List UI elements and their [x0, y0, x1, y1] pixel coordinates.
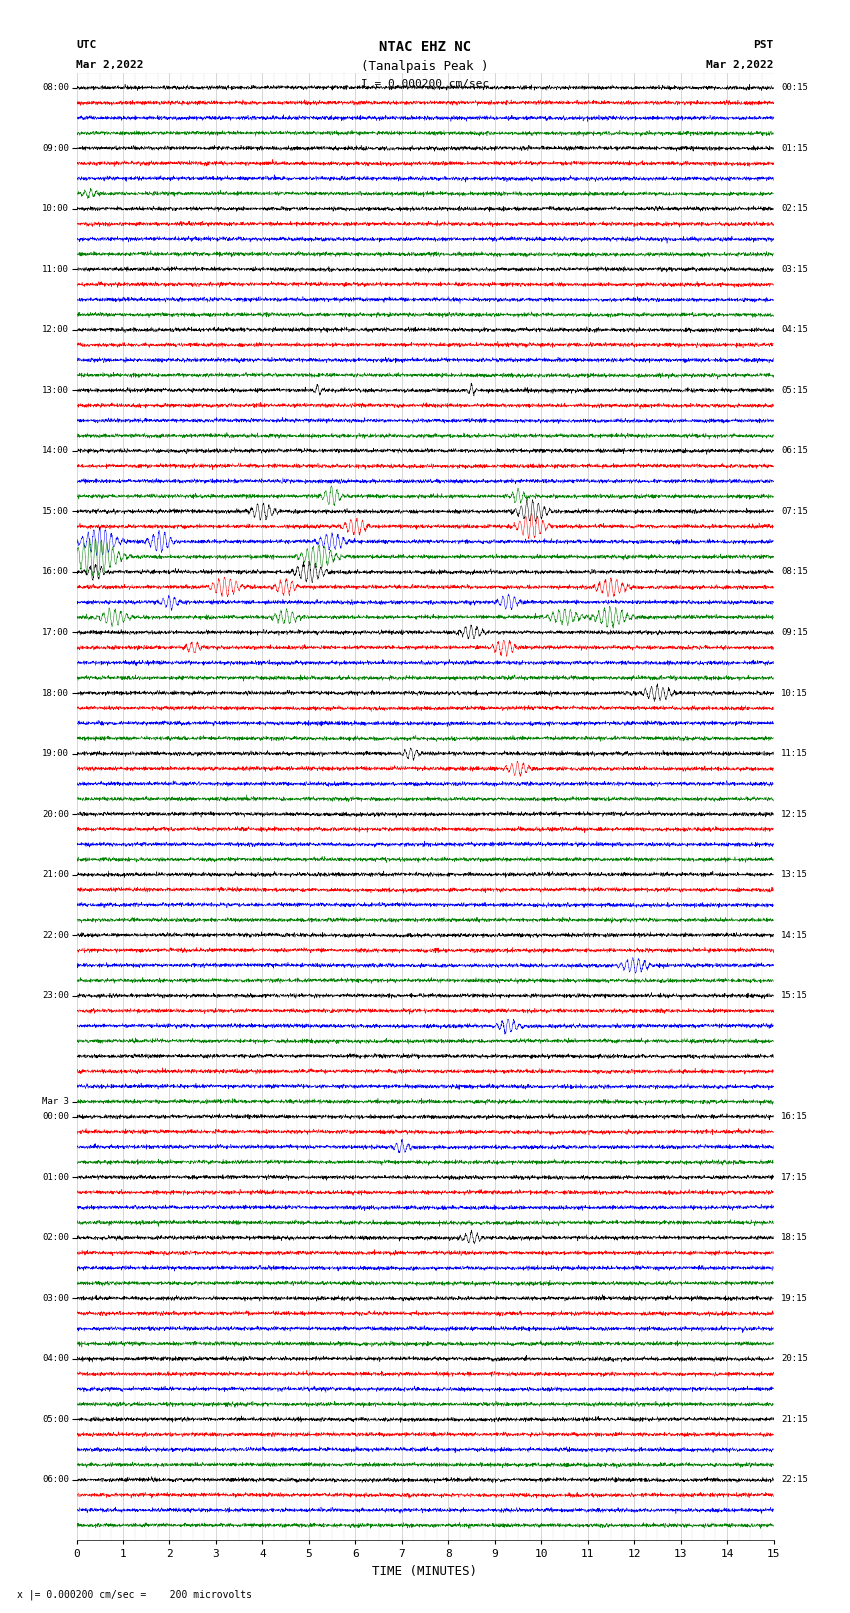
Text: Mar 2,2022: Mar 2,2022 [706, 60, 774, 69]
Text: x |= 0.000200 cm/sec =    200 microvolts: x |= 0.000200 cm/sec = 200 microvolts [17, 1589, 252, 1600]
Text: NTAC EHZ NC: NTAC EHZ NC [379, 40, 471, 55]
Text: PST: PST [753, 40, 774, 50]
Text: Mar 2,2022: Mar 2,2022 [76, 60, 144, 69]
Text: UTC: UTC [76, 40, 97, 50]
X-axis label: TIME (MINUTES): TIME (MINUTES) [372, 1565, 478, 1578]
Text: I = 0.000200 cm/sec: I = 0.000200 cm/sec [361, 79, 489, 89]
Text: (Tanalpais Peak ): (Tanalpais Peak ) [361, 60, 489, 73]
